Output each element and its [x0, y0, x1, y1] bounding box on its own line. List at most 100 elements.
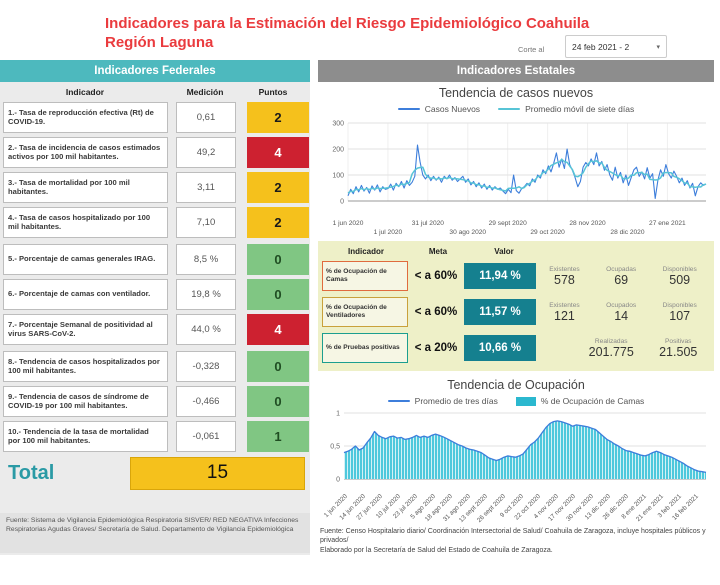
- x-tick-label: 28 nov 2020: [569, 220, 606, 227]
- page-title-line2: Región Laguna: [105, 33, 214, 51]
- points-badge: 0: [247, 386, 309, 417]
- stat: Ocupados 14: [606, 302, 636, 323]
- measurement-value: -0,466: [176, 386, 236, 417]
- stat: Disponibles 509: [663, 266, 697, 287]
- x-tick-label: 1 jul 2020: [373, 229, 403, 236]
- indicator-label: % de Ocupación de Ventiladores: [322, 297, 408, 327]
- measurement-value: 8,5 %: [176, 244, 236, 275]
- x-tick-label: 29 oct 2020: [530, 229, 565, 236]
- stat-label: Disponibles: [662, 265, 697, 273]
- line-swatch: [397, 107, 420, 111]
- indicator-label: % de Pruebas positivas: [322, 333, 408, 363]
- stat: Positivas 21.505: [659, 338, 697, 359]
- points-badge: 2: [247, 207, 309, 238]
- chart-legend: Casos Nuevos Promedio móvil de siete día…: [318, 103, 714, 115]
- stat: Disponibles 107: [663, 302, 697, 323]
- stat-label: Realizadas: [594, 337, 628, 345]
- points-badge: 4: [247, 314, 309, 345]
- table-row: 10.- Tendencia de la tasa de mortalidad …: [3, 421, 310, 452]
- legend-item: Promedio de tres días: [387, 396, 498, 406]
- points-badge: 0: [247, 244, 309, 275]
- legend-label: % de Ocupación de Camas: [540, 396, 645, 406]
- metas-row-pruebas: % de Pruebas positivas < a 20% 10,66 % R…: [322, 331, 710, 365]
- x-axis-labels: 1 jun 2020 14 jun 2020 27 jun 2020 10 jul 2…: [318, 492, 714, 524]
- table-row: 1.- Tasa de reproducción efectiva (Rt) d…: [3, 102, 310, 133]
- svg-text:1: 1: [336, 411, 340, 418]
- indicator-label: % de Ocupación de Camas: [322, 261, 408, 291]
- stat-value: 509: [669, 272, 691, 287]
- stat-label: Existentes: [549, 301, 580, 309]
- table-row: 8.- Tendencia de casos hospitalizados po…: [3, 351, 310, 382]
- source-line: Elaborado por la Secretaría de Salud del…: [320, 546, 553, 554]
- x-tick-label: 29 sept 2020: [488, 220, 527, 227]
- stat: Realizadas 201.775: [589, 338, 634, 359]
- svg-text:0: 0: [340, 199, 344, 206]
- table-row: 9.- Tendencia de casos de síndrome de CO…: [3, 386, 310, 417]
- stats-group: Realizadas 201.775 Positivas 21.505: [536, 338, 710, 359]
- measurement-value: -0,328: [176, 351, 236, 382]
- metas-column-headers: Indicador Meta Valor: [322, 244, 710, 259]
- total-row: Total 15: [8, 456, 310, 490]
- date-filter-dropdown[interactable]: 24 feb 2021 - 2 ▾: [565, 35, 667, 58]
- measurement-value: 19,8 %: [176, 279, 236, 310]
- metas-row-ventiladores: % de Ocupación de Ventiladores < a 60% 1…: [322, 295, 710, 329]
- stat-value: 201.775: [588, 344, 634, 359]
- stat: Existentes 578: [549, 266, 579, 287]
- indicator-label: 1.- Tasa de reproducción efectiva (Rt) d…: [3, 102, 168, 133]
- x-tick-label: 1 jun 2020: [332, 220, 364, 227]
- stat-value: 121: [554, 308, 575, 323]
- chart-legend: Promedio de tres días % de Ocupación de …: [318, 395, 714, 407]
- federal-source-note: Fuente: Sistema de Vigilancia Epidemioló…: [0, 513, 310, 553]
- legend-label: Casos Nuevos: [424, 104, 481, 114]
- federal-rows: 1.- Tasa de reproducción efectiva (Rt) d…: [0, 101, 310, 452]
- legend-label: Promedio de tres días: [414, 396, 498, 406]
- line-swatch: [498, 107, 521, 111]
- legend-item: % de Ocupación de Camas: [515, 396, 645, 406]
- measurement-value: 3,11: [176, 172, 236, 203]
- federal-panel-header: Indicadores Federales: [0, 60, 310, 82]
- valor-badge: 11,94 %: [464, 263, 536, 289]
- svg-text:0,5: 0,5: [330, 444, 340, 451]
- metas-table: Indicador Meta Valor % de Ocupación de C…: [318, 241, 714, 371]
- valor-badge: 11,57 %: [464, 299, 536, 325]
- metas-row-camas: % de Ocupación de Camas < a 60% 11,94 % …: [322, 259, 710, 293]
- stat-label: Existentes: [549, 265, 580, 273]
- meta-value: < a 20%: [414, 342, 458, 354]
- stat-value: 107: [669, 308, 691, 323]
- stat-value: 21.505: [659, 344, 698, 359]
- svg-text:0: 0: [336, 477, 340, 484]
- stat-label: Positivas: [665, 337, 692, 345]
- svg-text:300: 300: [332, 121, 344, 128]
- table-row: 4.- Tasa de casos hospitalizado por 100 …: [3, 207, 310, 238]
- table-row: 5.- Porcentaje de camas generales IRAG. …: [3, 244, 310, 275]
- indicator-label: 6.- Porcentaje de camas con ventilador.: [3, 279, 168, 310]
- measurement-value: 0,61: [176, 102, 236, 133]
- points-badge: 4: [247, 137, 309, 168]
- casos-nuevos-chart: Tendencia de casos nuevos Casos Nuevos P…: [318, 86, 714, 241]
- points-badge: 2: [247, 102, 309, 133]
- page-title: Indicadores para la Estimación del Riesg…: [105, 15, 605, 53]
- stat-label: Ocupados: [606, 301, 637, 309]
- indicator-label: 4.- Tasa de casos hospitalizado por 100 …: [3, 207, 168, 238]
- total-label: Total: [8, 461, 55, 484]
- stat-value: 14: [614, 308, 629, 323]
- indicator-label: 3.- Tasa de mortalidad por 100 mil habit…: [3, 172, 168, 203]
- legend-label: Promedio móvil de siete días: [525, 104, 635, 114]
- x-tick-label: 31 jul 2020: [411, 220, 444, 227]
- col-puntos: Puntos: [258, 86, 288, 97]
- line-swatch: [387, 399, 410, 403]
- chart-title: Tendencia de Ocupación: [447, 378, 585, 392]
- estatal-panel-header: Indicadores Estatales: [318, 60, 714, 82]
- indicator-label: 5.- Porcentaje de camas generales IRAG.: [3, 244, 168, 275]
- meta-value: < a 60%: [414, 306, 458, 318]
- col-indicador: Indicador: [65, 86, 105, 97]
- legend-item: Casos Nuevos: [397, 104, 481, 114]
- stat-value: 578: [554, 272, 575, 287]
- estatal-panel: Indicadores Estatales Tendencia de casos…: [318, 60, 714, 556]
- line-chart-svg: 0 100 200 300: [332, 121, 707, 206]
- measurement-value: 49,2: [176, 137, 236, 168]
- page-title-line1: Indicadores para la Estimación del Riesg…: [105, 15, 590, 32]
- col-meta: Meta: [428, 247, 448, 256]
- stat-label: Ocupadas: [606, 265, 637, 273]
